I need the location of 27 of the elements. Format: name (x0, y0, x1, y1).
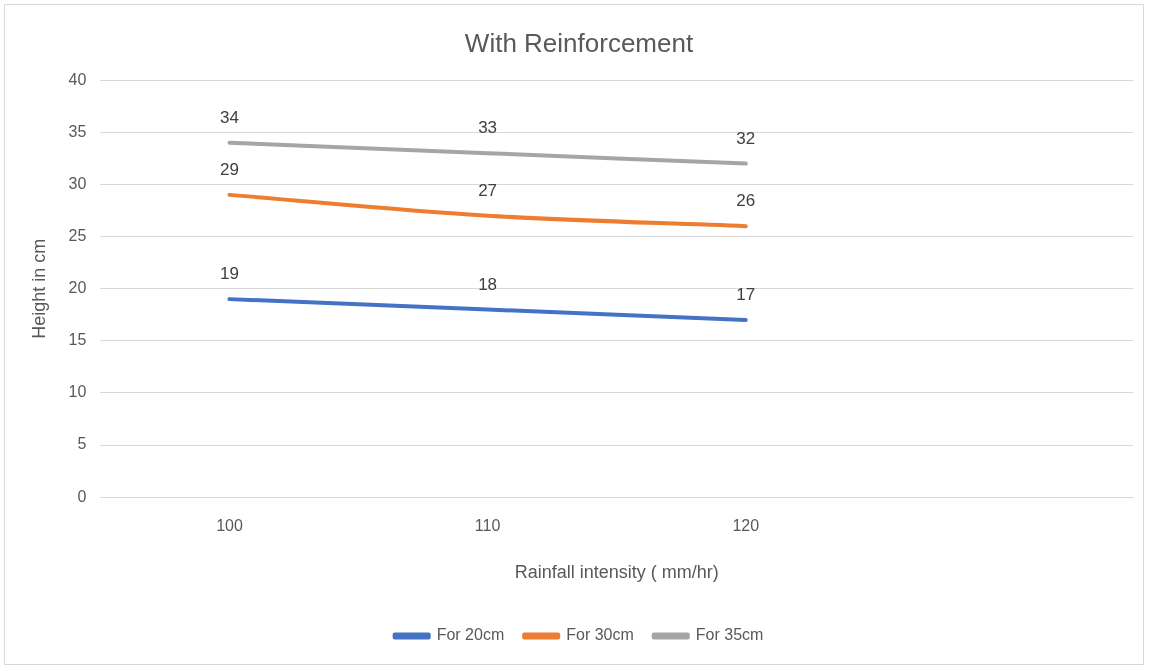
y-tick-label: 15 (68, 331, 87, 349)
legend-label: For 20cm (436, 626, 505, 644)
legend-label: For 30cm (566, 626, 634, 644)
y-tick-label: 5 (77, 435, 87, 453)
x-tick-label: 100 (216, 517, 243, 535)
x-tick-label: 120 (732, 517, 760, 535)
data-label: 19 (220, 264, 239, 284)
data-label: 17 (736, 285, 756, 305)
chart-title: With Reinforcement (464, 27, 694, 58)
data-label: 33 (478, 118, 498, 138)
y-tick-label: 30 (68, 174, 87, 192)
data-label: 34 (220, 107, 239, 127)
y-tick-label: 20 (68, 279, 87, 297)
data-label: 26 (736, 191, 756, 211)
y-tick-label: 25 (68, 226, 87, 244)
y-tick-label: 10 (68, 383, 87, 401)
data-label: 18 (478, 274, 498, 294)
data-label: 29 (220, 160, 239, 180)
x-tick-label: 110 (474, 517, 501, 535)
x-axis-title: Rainfall intensity ( mm/hr) (514, 562, 719, 583)
y-tick-label: 35 (68, 122, 87, 140)
legend-label: For 35cm (695, 626, 764, 644)
y-tick-label: 0 (77, 487, 87, 505)
data-label: 32 (736, 128, 756, 148)
data-label: 27 (478, 180, 498, 200)
y-axis-title: Height in cm (28, 238, 49, 339)
y-tick-label: 40 (68, 70, 87, 88)
